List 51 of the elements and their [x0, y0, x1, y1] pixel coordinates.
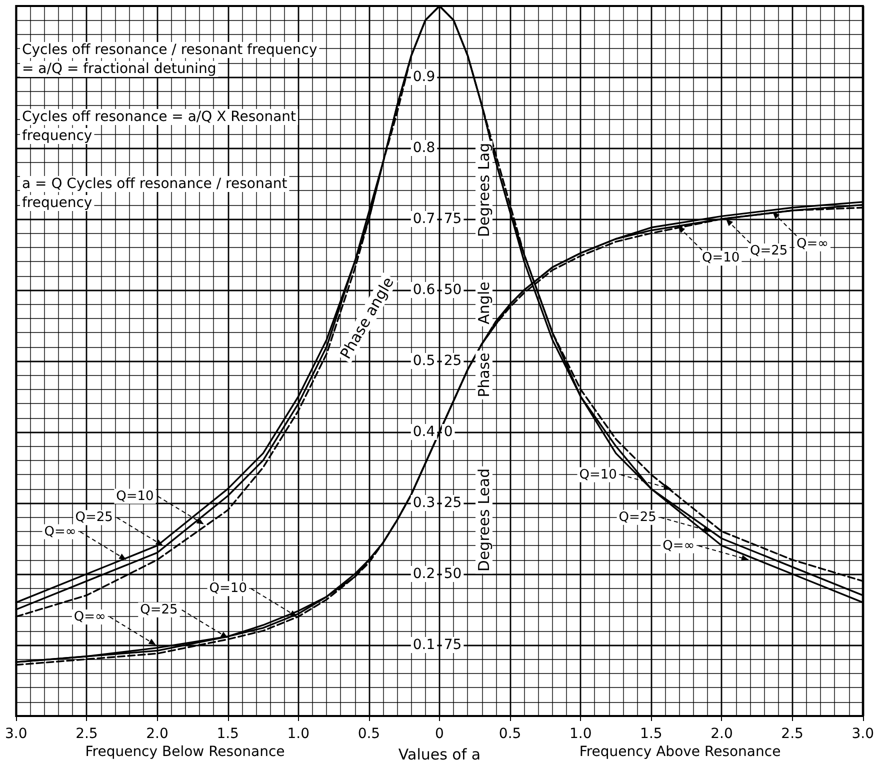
x-tick-label: 3.0 [852, 726, 874, 742]
y2-tick-label: 75 [444, 637, 462, 653]
y2-tick-label: 50 [444, 566, 462, 582]
annotation: Cycles off resonance / resonant frequency = a/Q = fractional detuning [22, 42, 318, 77]
annotation: Cycles off resonance = a/Q X Resonant frequency [22, 109, 297, 144]
y2-tick-label: 50 [444, 282, 462, 298]
x-tick-label: 2.5 [781, 726, 804, 742]
y2-tick-label: 75 [444, 211, 462, 227]
x-tick-label: 0 [435, 726, 444, 742]
annotation: Q=∞ [44, 524, 76, 540]
y2-tick-label: 25 [444, 353, 462, 369]
annotation: a = Q Cycles off resonance / resonant frequency [22, 176, 288, 211]
y-tick-label: 0.2 [412, 566, 436, 582]
y-tick-label: 0.9 [412, 69, 436, 85]
y-tick-label: 0.4 [412, 424, 436, 440]
annotation: Q=25 [140, 602, 178, 618]
y-tick-label: 0.7 [412, 211, 436, 227]
annotation: Q=10 [579, 467, 617, 482]
x-tick-label: 1.0 [569, 726, 592, 742]
annotation: Q=25 [75, 510, 113, 526]
x-tick-label: 1.0 [287, 726, 310, 742]
annotation: Phase [475, 352, 493, 398]
annotation: Q=∞ [796, 236, 829, 252]
x-tick-label: 0.5 [498, 726, 522, 742]
x-tick-label: 2.0 [146, 726, 168, 742]
x-tick-label: 1.5 [216, 726, 239, 742]
x-tick-label: 2.5 [76, 726, 98, 742]
x-tick-label: 0.5 [358, 726, 380, 742]
annotation: Angle [475, 282, 493, 324]
text: Frequency Below Resonance [85, 744, 285, 760]
y-tick-label: 0.5 [412, 353, 436, 369]
y-tick-label: 0.6 [412, 282, 436, 298]
annotation: Q=10 [702, 250, 740, 266]
x-tick-label: 3.0 [5, 726, 28, 742]
annotation: Q=25 [750, 244, 788, 258]
annotation: Degrees Lag [475, 142, 493, 238]
annotation: Degrees Lead [475, 468, 493, 572]
y-tick-label: 0.1 [412, 637, 436, 653]
y-tick-label: 0.3 [412, 495, 436, 511]
y-tick-label: 0.8 [412, 140, 436, 156]
text: Frequency Above Resonance [579, 744, 781, 760]
annotation: Q=10 [116, 488, 154, 504]
x-tick-label: 2.0 [710, 726, 733, 742]
annotation: Q=25 [618, 510, 656, 525]
annotation: Q=10 [209, 581, 247, 596]
x-axis-title: Values of a [398, 745, 481, 764]
annotation: Q=∞ [662, 538, 695, 554]
annotation: Q=∞ [74, 610, 106, 624]
x-tick-label: 1.5 [640, 726, 662, 742]
y2-tick-label: 0 [444, 424, 453, 440]
y2-tick-label: 25 [444, 495, 462, 511]
